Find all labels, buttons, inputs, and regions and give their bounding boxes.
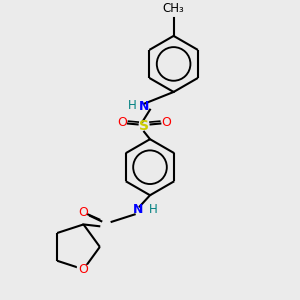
Text: S: S (139, 119, 149, 133)
Text: N: N (139, 100, 149, 113)
Text: N: N (133, 203, 143, 217)
Text: H: H (128, 99, 137, 112)
Text: H: H (148, 203, 157, 217)
Text: CH₃: CH₃ (163, 2, 184, 15)
Text: O: O (79, 206, 88, 219)
Text: O: O (79, 263, 88, 276)
Text: O: O (161, 116, 171, 129)
Text: O: O (117, 116, 127, 129)
